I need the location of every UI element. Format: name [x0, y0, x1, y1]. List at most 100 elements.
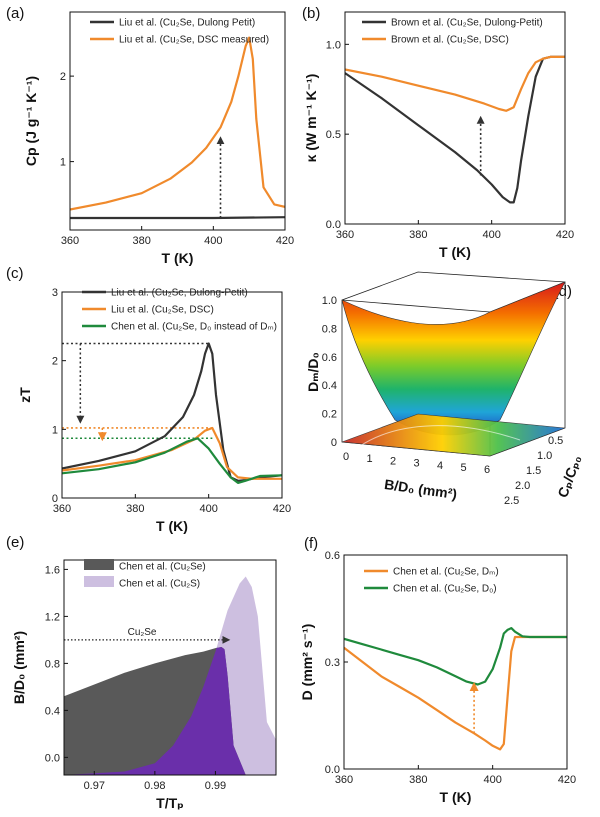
- y-tick-label: 0.0: [325, 764, 340, 776]
- x-tick-label: 5: [460, 462, 466, 474]
- plot-frame: [344, 11, 566, 225]
- plot-frame: [63, 559, 277, 776]
- x-tick-label: 400: [482, 229, 500, 241]
- panel-b: (b) 360 380 400 420 0.0 0.5 1.0 T (K) κ (W m⁻¹ K⁻…: [302, 5, 574, 260]
- legend-swatch: [84, 559, 114, 570]
- annotation-label: Cu₂Se: [128, 627, 157, 638]
- panel-f: (f) 360 380 400 420 0.0 0.3 0.6 T (K) D (mm² s⁻¹)…: [299, 535, 576, 805]
- y-tick-label: 0.6: [322, 352, 337, 364]
- x-tick-label: 0.97: [84, 780, 105, 792]
- series-line-2: [345, 55, 565, 112]
- panel-label: (c): [6, 265, 24, 282]
- x-tick-label: 380: [409, 774, 427, 786]
- y-tick-label: 1.2: [45, 611, 60, 623]
- x-tick-label: 400: [204, 235, 222, 247]
- x-tick-label: 4: [437, 460, 443, 472]
- x-axis-label: T (K): [156, 518, 188, 534]
- series-line-1: [62, 342, 282, 482]
- legend-entry: Chen et al. (Cu₂Se): [119, 562, 206, 573]
- z-tick-label: 1.5: [526, 465, 541, 477]
- x-tick-label: 380: [409, 229, 427, 241]
- y-tick-label: 0.8: [322, 323, 337, 335]
- panel-label: (e): [6, 534, 24, 551]
- legend-entry: Liu et al. (Cu₂Se, Dulong Petit): [119, 18, 255, 29]
- panel-c: (c) 360 380 400 420 0 1 2 3 T (K) zT Liu et al. (Cu…: [6, 265, 291, 534]
- x-tick-label: 360: [335, 774, 353, 786]
- series-line-1: [344, 635, 567, 751]
- legend-entry: Chen et al. (Cu₂S): [119, 579, 200, 590]
- x-tick-label: 0.98: [144, 780, 165, 792]
- legend-entry: Chen et al. (Cu₂Se, Dₘ): [393, 567, 499, 578]
- x-axis-label: T (K): [439, 244, 471, 260]
- y-tick-label: 0.4: [322, 380, 337, 392]
- y-tick-label: 0.3: [325, 657, 340, 669]
- y-tick-label: 0.5: [326, 129, 341, 141]
- y-axis-label: B/D₀ (mm²): [11, 631, 27, 704]
- x-tick-label: 0: [343, 451, 349, 463]
- y-axis-label: Cp (J g⁻¹ K⁻¹): [23, 76, 39, 166]
- y-tick-label: 1.0: [322, 295, 337, 307]
- y-tick-label: 0: [331, 437, 337, 449]
- area-overlap: [64, 646, 276, 775]
- x-tick-label: 420: [556, 229, 574, 241]
- panel-d-surface-plot: [341, 271, 566, 457]
- panel-label: (a): [6, 5, 24, 22]
- x-axis-label: T/Tₚ: [156, 795, 184, 811]
- x-tick-label: 1: [366, 453, 372, 465]
- legend-entry: Liu et al. (Cu₂Se, Dulong-Petit): [111, 288, 248, 299]
- y-tick-label: 1.0: [326, 39, 341, 51]
- x-tick-label: 400: [199, 503, 217, 515]
- plot-frame: [69, 11, 286, 231]
- y-tick-label: 3: [52, 287, 58, 299]
- y-tick-label: 1: [52, 424, 58, 436]
- x-tick-label: 380: [126, 503, 144, 515]
- y-tick-label: 2: [52, 356, 58, 368]
- y-tick-label: 0.6: [325, 550, 340, 562]
- x-axis-label: T (K): [162, 250, 194, 266]
- panel-label: (b): [302, 5, 320, 22]
- y-tick-label: 2: [60, 71, 66, 83]
- series-line-1: [70, 216, 285, 220]
- y-tick-label: 1.6: [45, 564, 60, 576]
- x-tick-label: 2: [390, 455, 396, 467]
- series-line-1: [345, 55, 565, 204]
- y-tick-label: 0.0: [326, 219, 341, 231]
- x-tick-label: 360: [61, 235, 79, 247]
- z-tick-label: 2.5: [504, 495, 519, 507]
- y-tick-label: 0.2: [322, 409, 337, 421]
- panel-label: (f): [304, 535, 318, 552]
- y-axis-label: Dₘ/D₀: [305, 352, 321, 392]
- legend-entry: Liu et al. (Cu₂Se, DSC): [111, 305, 214, 316]
- legend-swatch: [84, 576, 114, 587]
- x-tick-label: 380: [132, 235, 150, 247]
- y-tick-label: 0.4: [45, 705, 60, 717]
- legend-entry: Brown et al. (Cu₂Se, Dulong-Petit): [391, 18, 543, 29]
- legend-entry: Chen et al. (Cu₂Se, D₀ instead of Dₘ): [111, 322, 277, 333]
- series-line-3: [62, 437, 282, 484]
- y-tick-label: 1: [60, 157, 66, 169]
- x-tick-label: 400: [483, 774, 501, 786]
- x-tick-label: 3: [413, 458, 419, 470]
- legend-entry: Brown et al. (Cu₂Se, DSC): [391, 35, 509, 46]
- z-tick-label: 0.5: [548, 435, 563, 447]
- panel-a: (a) 360 380 400 420 1 2 T (K) Cp (J g⁻¹ K⁻¹) Liu …: [6, 5, 294, 266]
- y-tick-label: 0.0: [45, 752, 60, 764]
- x-tick-label: 0.99: [205, 780, 226, 792]
- legend-entry: Chen et al. (Cu₂Se, D₀): [393, 584, 497, 595]
- y-axis-label: D (mm² s⁻¹): [299, 624, 315, 701]
- y-tick-label: 0: [52, 493, 58, 505]
- y-tick-label: 0.8: [45, 658, 60, 670]
- x-tick-label: 6: [484, 464, 490, 476]
- x-tick-label: 420: [273, 503, 291, 515]
- y-axis-label: zT: [17, 387, 33, 403]
- y-axis-label: κ (W m⁻¹ K⁻¹): [303, 74, 319, 163]
- panel-e: (e) Cu₂Se 0.97 0.98 0.99 0.0 0.4 0.8 1.2 1.6 T/Tₚ B…: [6, 534, 277, 811]
- z-tick-label: 1.0: [537, 450, 552, 462]
- x-tick-label: 420: [276, 235, 294, 247]
- x-tick-label: 360: [336, 229, 354, 241]
- series-line-2: [344, 627, 567, 686]
- z-axis-label: Cₚ/Cₚ₀: [554, 453, 584, 500]
- legend-entry: Liu et al. (Cu₂Se, DSC measured): [119, 35, 269, 46]
- x-tick-label: 420: [558, 774, 576, 786]
